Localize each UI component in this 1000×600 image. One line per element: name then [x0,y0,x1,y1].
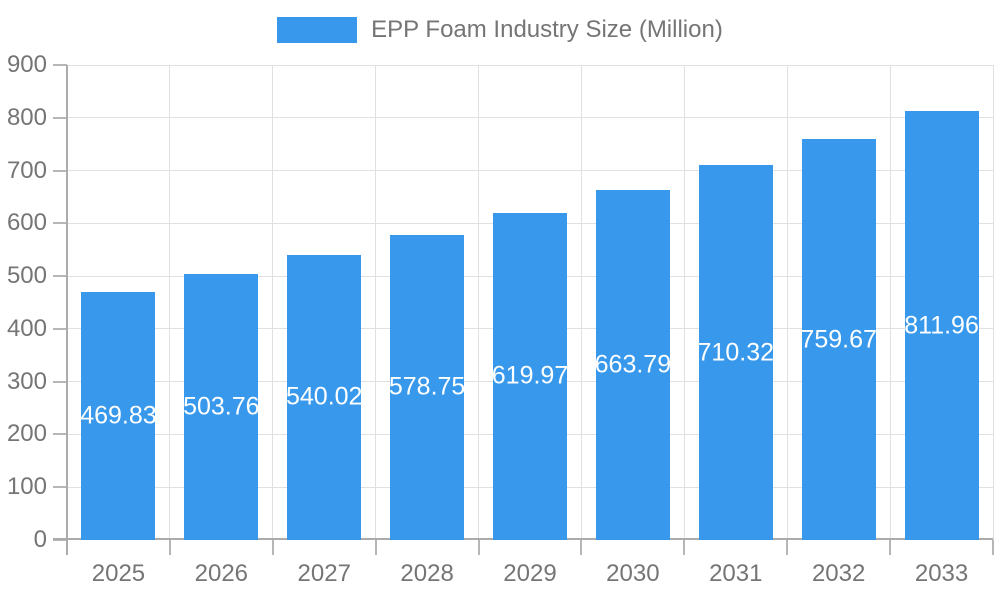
bar-value-label-2027: 540.02 [285,382,363,411]
x-axis-tick-9 [992,540,994,555]
bar-value-label-2033: 811.96 [904,311,979,340]
x-axis-tick-2 [271,540,274,555]
x-axis-tick-5 [580,540,583,555]
x-axis-label-2030: 2030 [606,560,660,587]
bar-2028[interactable] [390,234,465,540]
bar-2026[interactable] [184,274,259,540]
bar-2031[interactable] [698,165,773,540]
bar-value-label-2026: 503.76 [183,392,260,421]
bar-value-label-2032: 759.67 [800,325,877,354]
x-axis-label-2027: 2027 [297,560,351,587]
x-axis-tick-7 [786,540,789,555]
y-axis-label-600: 600 [6,209,47,237]
x-axis-label-2033: 2033 [914,560,969,587]
y-axis-tick-300 [53,380,67,383]
gridline-x-7 [786,65,788,540]
plot-area: 0 100 200 300 400 500 600 700 800 900 469.83 2025 50… [7,51,994,587]
bar-value-label-2025: 469.83 [80,401,157,430]
gridline-y-800 [67,117,993,119]
y-axis-tick-400 [53,327,67,330]
y-axis-label-0: 0 [33,526,47,553]
y-axis-tick-500 [53,275,67,278]
gridline-x-5 [580,65,582,540]
y-axis-label-900: 900 [6,51,47,78]
y-axis-tick-700 [53,169,67,172]
bar-value-label-2029: 619.97 [491,361,569,390]
gridline-y-700 [67,170,993,172]
bar-value-label-2030: 663.79 [594,350,672,379]
gridline-x-6 [683,65,685,540]
legend[interactable]: EPP Foam Industry Size (Million) [0,16,1000,44]
legend-label: EPP Foam Industry Size (Million) [371,16,723,43]
y-axis-label-100: 100 [6,473,47,501]
bar-2032[interactable] [801,139,876,540]
y-axis-tick-900 [53,64,67,66]
bar-2030[interactable] [595,189,670,540]
x-axis-tick-6 [683,540,686,555]
x-axis-label-2032: 2032 [811,560,866,587]
bar-2029[interactable] [493,212,567,540]
y-axis-label-800: 800 [6,103,47,131]
bar-value-label-2031: 710.32 [697,338,774,367]
y-axis-line [66,65,68,555]
y-axis-label-300: 300 [6,367,47,395]
bar-2033[interactable] [904,111,979,540]
gridline-x-2 [272,65,274,540]
x-axis-label-2028: 2028 [400,560,454,587]
y-axis-label-500: 500 [6,262,47,290]
x-axis-tick-8 [889,540,892,555]
x-axis-label-2031: 2031 [709,560,763,587]
gridline-x-3 [375,65,377,540]
y-axis-tick-800 [53,116,67,119]
gridline-x-8 [889,65,891,540]
gridline-x-9 [992,65,994,540]
gridline-x-1 [169,65,171,540]
bar-value-label-2028: 578.75 [388,372,466,401]
x-axis-label-2029: 2029 [503,560,557,587]
bar-2025[interactable] [81,292,156,540]
x-axis-label-2026: 2026 [194,560,249,587]
y-axis-label-200: 200 [6,420,47,448]
x-axis-tick-1 [168,540,171,555]
legend-swatch [277,17,358,43]
y-axis-tick-100 [53,486,67,489]
y-axis-tick-600 [53,222,67,225]
x-axis-tick-4 [477,540,480,555]
bar-2027[interactable] [287,254,362,540]
y-axis-tick-0 [53,539,67,541]
y-axis-label-400: 400 [6,314,47,342]
gridline-x-4 [478,65,480,540]
x-axis-label-2025: 2025 [91,560,146,587]
y-axis-tick-200 [53,433,67,436]
gridline-y-900 [67,64,993,66]
x-axis-tick-3 [374,540,377,555]
y-axis-label-700: 700 [6,156,47,184]
